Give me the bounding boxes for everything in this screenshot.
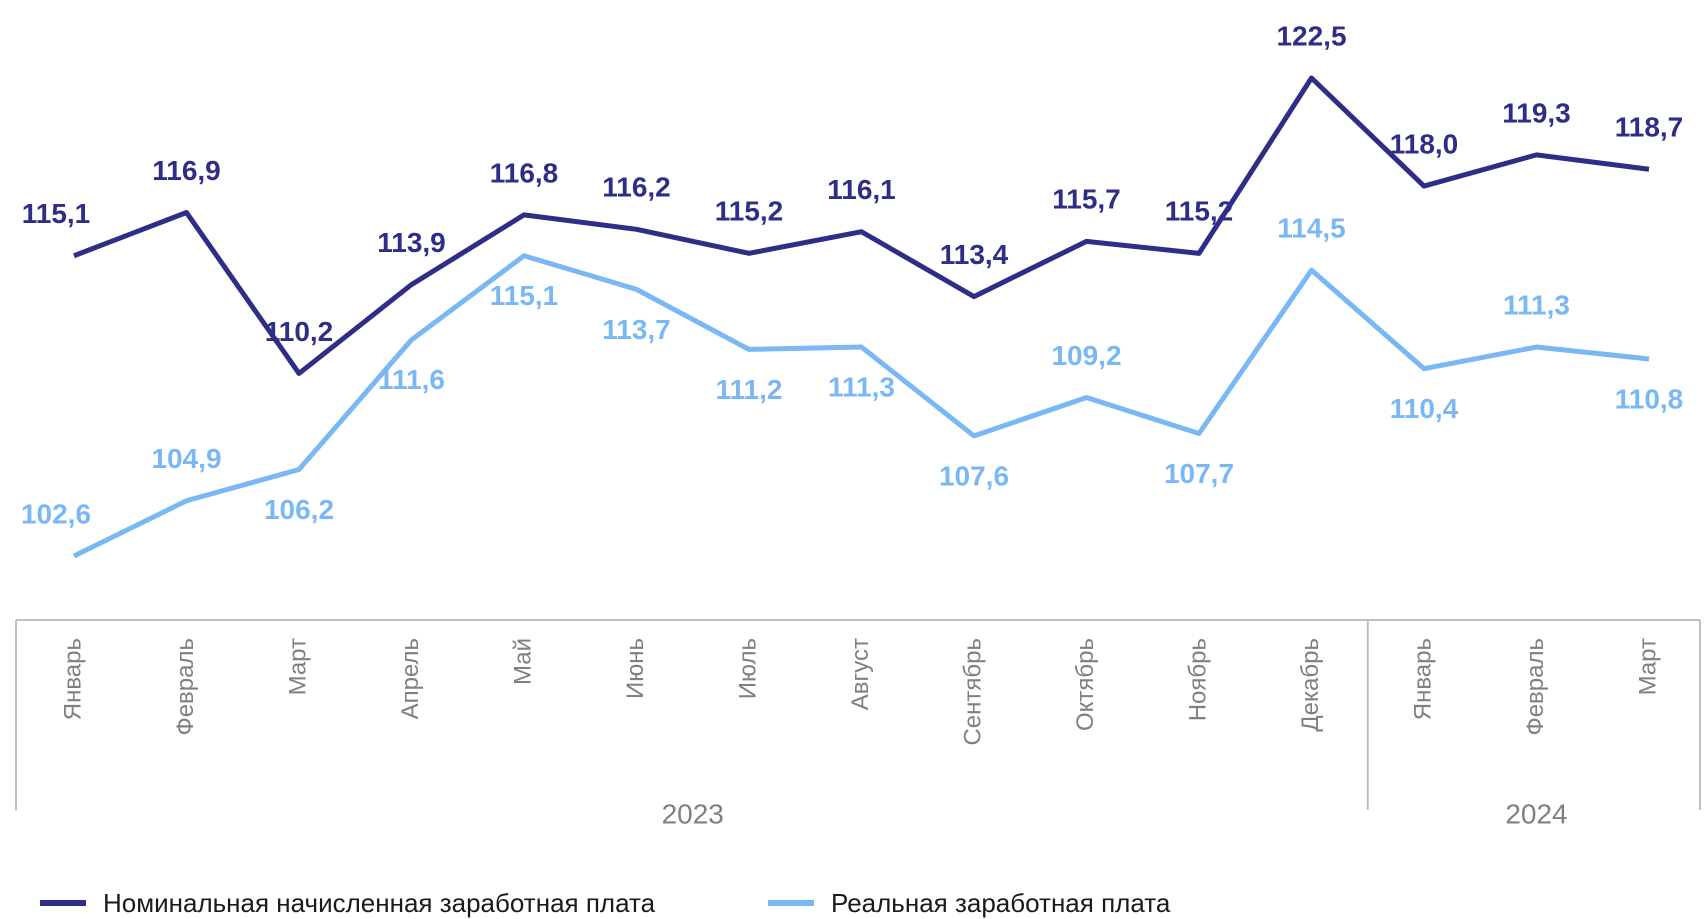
data-label: 116,9 [152,155,221,186]
data-label: 118,0 [1390,128,1459,159]
x-tick-label: Декабрь [1297,638,1324,732]
data-label: 115,1 [490,280,559,311]
data-label: 107,7 [1164,458,1234,489]
x-tick-label: Ноябрь [1184,638,1211,721]
data-label: 111,6 [378,364,445,395]
data-label: 116,2 [602,172,671,203]
legend-label: Номинальная начисленная заработная плата [103,888,656,918]
data-label: 111,2 [716,374,783,405]
data-label: 115,2 [1165,196,1234,227]
data-label: 107,6 [939,460,1009,491]
x-tick-label: Июнь [622,638,649,699]
x-tick-label: Март [284,638,311,695]
x-tick-label: Октябрь [1072,638,1099,731]
x-tick-label: Январь [1409,638,1436,720]
series-line [72,253,1650,559]
x-tick-label: Май [509,638,536,685]
x-tick-label: Февраль [172,638,199,736]
data-label: 116,1 [827,174,896,205]
x-tick-label: Июль [734,638,761,699]
data-label: 113,9 [377,227,446,258]
data-label: 113,4 [940,239,1009,270]
data-label: 118,7 [1615,112,1684,143]
series-line [73,75,1650,376]
data-label: 115,7 [1052,184,1121,215]
data-label: 116,8 [490,157,559,188]
x-tick-label: Август [847,638,874,710]
data-label: 114,5 [1277,213,1346,244]
year-label: 2023 [662,798,724,829]
year-label: 2024 [1505,798,1567,829]
x-tick-label: Апрель [397,638,424,719]
data-label: 110,2 [265,316,334,347]
data-label: 106,2 [264,494,334,525]
data-label: 109,2 [1051,340,1121,371]
x-tick-label: Сентябрь [959,638,986,746]
legend-label: Реальная заработная плата [831,888,1171,918]
data-label: 110,8 [1615,383,1684,414]
data-label: 111,3 [1503,289,1570,320]
data-label: 110,4 [1390,393,1459,424]
data-label: 113,7 [602,314,671,345]
data-label: 115,1 [22,198,91,229]
data-label: 111,3 [828,371,895,402]
data-label: 122,5 [1276,20,1346,51]
x-tick-label: Март [1634,638,1661,695]
data-label: 115,2 [715,196,784,227]
data-label: 104,9 [151,443,221,474]
x-tick-label: Февраль [1522,638,1549,736]
data-label: 119,3 [1502,97,1571,128]
x-tick-label: Январь [59,638,86,720]
data-label: 102,6 [21,498,91,529]
